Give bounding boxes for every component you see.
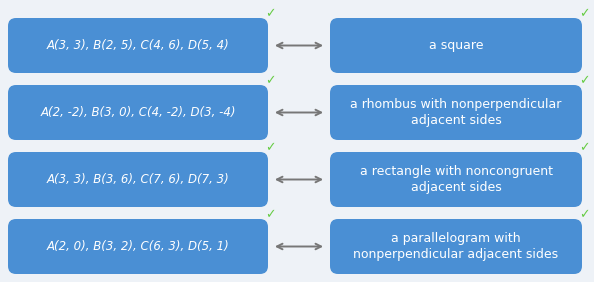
FancyBboxPatch shape (330, 18, 582, 73)
Text: A(3, 3), B(3, 6), C(7, 6), D(7, 3): A(3, 3), B(3, 6), C(7, 6), D(7, 3) (46, 173, 229, 186)
Text: A(2, 0), B(3, 2), C(6, 3), D(5, 1): A(2, 0), B(3, 2), C(6, 3), D(5, 1) (46, 240, 229, 253)
Text: ✓: ✓ (579, 142, 589, 155)
Text: a square: a square (429, 39, 484, 52)
FancyBboxPatch shape (8, 85, 268, 140)
FancyBboxPatch shape (330, 85, 582, 140)
Text: ✓: ✓ (579, 74, 589, 87)
Text: a rhombus with nonperpendicular
adjacent sides: a rhombus with nonperpendicular adjacent… (350, 98, 562, 127)
Text: a parallelogram with
nonperpendicular adjacent sides: a parallelogram with nonperpendicular ad… (353, 232, 558, 261)
Text: a rectangle with noncongruent
adjacent sides: a rectangle with noncongruent adjacent s… (359, 165, 552, 194)
FancyBboxPatch shape (330, 152, 582, 207)
Text: ✓: ✓ (579, 208, 589, 221)
FancyBboxPatch shape (8, 18, 268, 73)
FancyBboxPatch shape (8, 219, 268, 274)
Text: ✓: ✓ (265, 208, 275, 221)
FancyBboxPatch shape (8, 152, 268, 207)
FancyBboxPatch shape (330, 219, 582, 274)
Text: ✓: ✓ (265, 142, 275, 155)
Text: ✓: ✓ (265, 74, 275, 87)
Text: A(3, 3), B(2, 5), C(4, 6), D(5, 4): A(3, 3), B(2, 5), C(4, 6), D(5, 4) (46, 39, 229, 52)
Text: A(2, -2), B(3, 0), C(4, -2), D(3, -4): A(2, -2), B(3, 0), C(4, -2), D(3, -4) (40, 106, 236, 119)
Text: ✓: ✓ (265, 8, 275, 21)
Text: ✓: ✓ (579, 8, 589, 21)
